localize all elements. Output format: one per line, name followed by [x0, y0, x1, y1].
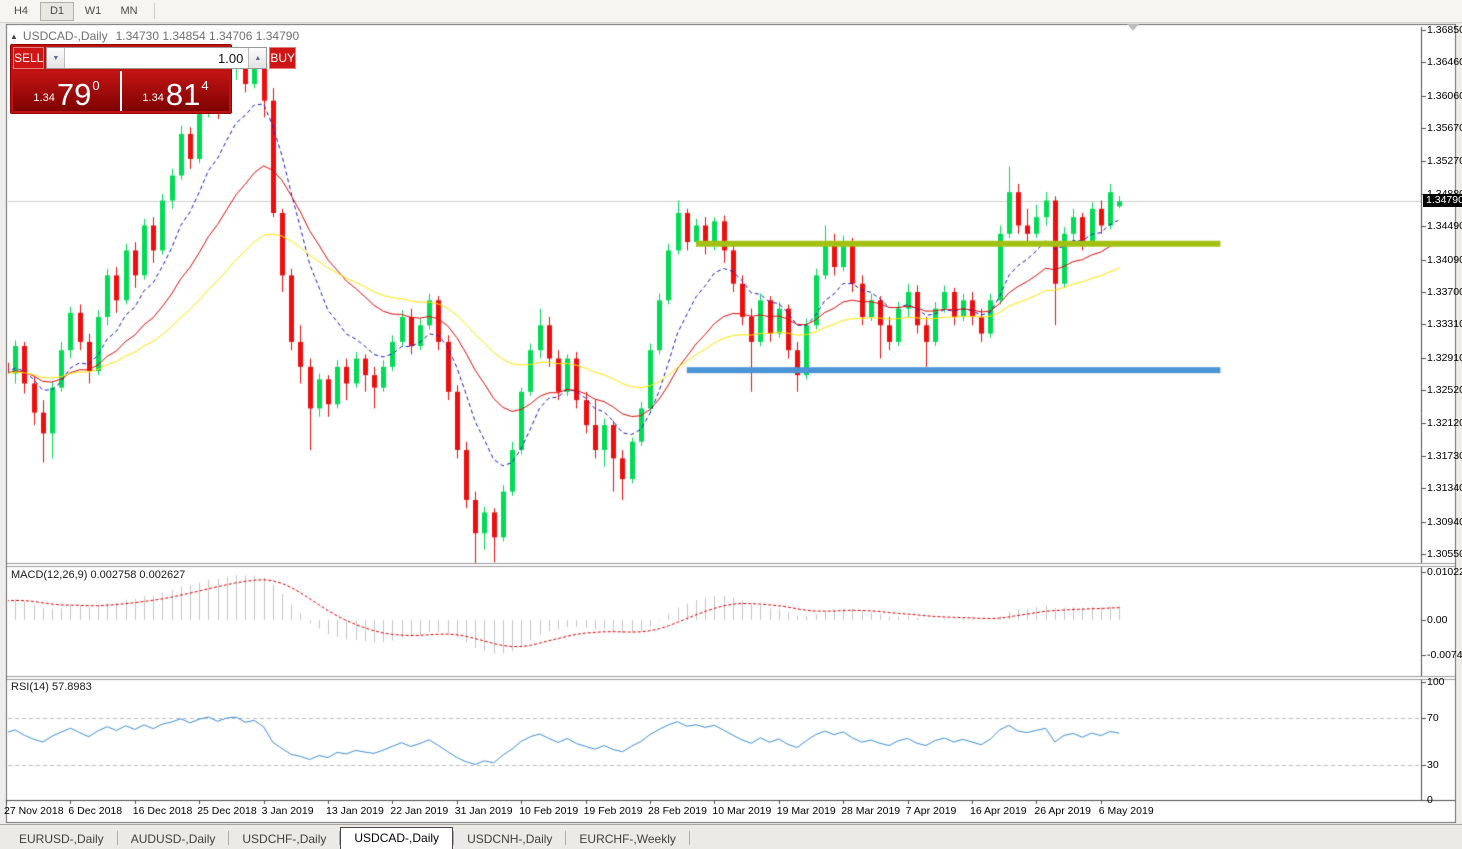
- tab-separator: [565, 831, 567, 845]
- current-price-badge: 1.34790: [1423, 194, 1462, 208]
- price-tick-label: 1.36850: [1427, 24, 1462, 36]
- price-tick-label: 1.36060: [1427, 89, 1462, 102]
- buy-price-point: 4: [201, 78, 209, 93]
- price-tick-label: 1.35670: [1427, 122, 1462, 135]
- date-tick-label: 22 Jan 2019: [390, 805, 449, 817]
- sell-price[interactable]: 1.34 79 0: [13, 71, 120, 111]
- macd-tick-label: -0.0074772: [1427, 649, 1462, 662]
- rsi-indicator-label: RSI(14) 57.8983: [11, 681, 92, 693]
- date-tick-label: 25 Dec 2018: [197, 805, 257, 817]
- price-tick-label: 1.32910: [1427, 351, 1462, 364]
- date-tick-label: 7 Apr 2019: [905, 805, 957, 817]
- trade-panel-prices: 1.34 79 0 1.34 81 4: [13, 71, 229, 111]
- macd-tick-label: 0.00: [1427, 614, 1448, 626]
- buy-price-prefix: 1.34: [142, 92, 164, 104]
- date-tick-label: 16 Dec 2018: [132, 805, 193, 817]
- price-tick-label: 1.35270: [1427, 155, 1462, 168]
- chart-tab-bar: EURUSD-,Daily AUDUSD-,Daily USDCHF-,Daily U…: [0, 824, 1462, 849]
- date-tick-label: 28 Feb 2019: [648, 805, 707, 817]
- date-tick-label: 6 May 2019: [1098, 805, 1154, 817]
- chart-tab-eurusd[interactable]: EURUSD-,Daily: [19, 832, 104, 846]
- chart-symbol-label: USDCAD-,Daily: [22, 29, 108, 43]
- macd-tick-label: 0.0102290: [1427, 565, 1462, 578]
- volume-spinner: ▼ ▲: [46, 47, 268, 69]
- tab-separator: [116, 831, 118, 845]
- rsi-tick-label: 30: [1427, 758, 1439, 771]
- price-divider: [120, 71, 122, 111]
- price-tick-label: 1.32520: [1427, 384, 1462, 397]
- date-tick-label: 27 Nov 2018: [4, 805, 64, 817]
- date-tick-label: 3 Jan 2019: [261, 805, 314, 817]
- sell-button[interactable]: SELL: [13, 47, 45, 69]
- price-tick-label: 1.30550: [1427, 548, 1462, 560]
- chart-tab-usdcad[interactable]: USDCAD-,Daily: [340, 827, 454, 849]
- date-tick-label: 16 Apr 2019: [970, 805, 1027, 817]
- rsi-tick-label: 0: [1427, 794, 1433, 806]
- date-tick-label: 19 Feb 2019: [583, 805, 643, 817]
- sell-price-pips: 79: [56, 76, 92, 112]
- date-tick-label: 31 Jan 2019: [454, 805, 513, 817]
- tab-separator: [339, 831, 341, 845]
- buy-button[interactable]: BUY: [269, 47, 297, 69]
- rsi-tick-label: 100: [1427, 676, 1445, 689]
- date-tick-label: 13 Jan 2019: [326, 805, 384, 817]
- price-tick-label: 1.32120: [1427, 417, 1462, 430]
- chart-ohlc-values: 1.34730 1.34854 1.34706 1.34790: [115, 29, 300, 43]
- macd-indicator-label: MACD(12,26,9) 0.002758 0.002627: [11, 569, 186, 581]
- price-tick-label: 1.33700: [1427, 286, 1462, 298]
- volume-decrease-button[interactable]: ▼: [47, 48, 66, 68]
- buy-price-pips: 81: [165, 76, 201, 112]
- price-tick-label: 1.36460: [1427, 56, 1462, 69]
- date-tick-label: 10 Feb 2019: [519, 805, 579, 817]
- volume-input[interactable]: [65, 48, 249, 68]
- price-tick-label: 1.30940: [1427, 515, 1462, 528]
- date-tick-label: 26 Apr 2019: [1034, 805, 1092, 817]
- price-tick-label: 1.31340: [1427, 482, 1462, 495]
- tab-separator: [228, 831, 230, 845]
- collapse-panel-icon[interactable]: ▲: [10, 32, 18, 41]
- chart-tab-usdchf[interactable]: USDCHF-,Daily: [242, 832, 327, 846]
- price-tick-label: 1.33310: [1427, 318, 1462, 331]
- date-tick-label: 19 Mar 2019: [776, 805, 836, 817]
- date-tick-label: 28 Mar 2019: [841, 805, 901, 817]
- date-tick-label: 6 Dec 2018: [68, 805, 123, 817]
- price-tick-label: 1.34090: [1427, 253, 1462, 266]
- chart-tab-audusd[interactable]: AUDUSD-,Daily: [130, 832, 216, 846]
- rsi-tick-label: 70: [1427, 711, 1439, 724]
- tab-separator: [688, 831, 690, 845]
- chart-tab-usdcnh[interactable]: USDCNH-,Daily: [467, 832, 553, 846]
- price-tick-label: 1.34490: [1427, 220, 1462, 233]
- tab-separator: [453, 831, 455, 845]
- chart-title: ▲ USDCAD-,Daily 1.34730 1.34854 1.34706 1.…: [10, 29, 299, 43]
- sell-price-prefix: 1.34: [33, 92, 55, 104]
- trade-panel-controls: SELL ▼ ▲ BUY: [13, 47, 297, 69]
- chart-shift-marker-icon[interactable]: [1127, 24, 1139, 31]
- volume-increase-button[interactable]: ▲: [248, 48, 267, 68]
- date-tick-label: 10 Mar 2019: [712, 805, 772, 817]
- price-tick-label: 1.31730: [1427, 449, 1462, 462]
- buy-price[interactable]: 1.34 81 4: [122, 71, 229, 111]
- sell-price-point: 0: [92, 78, 100, 93]
- chart-tab-eurchf[interactable]: EURCHF-,Weekly: [579, 832, 676, 846]
